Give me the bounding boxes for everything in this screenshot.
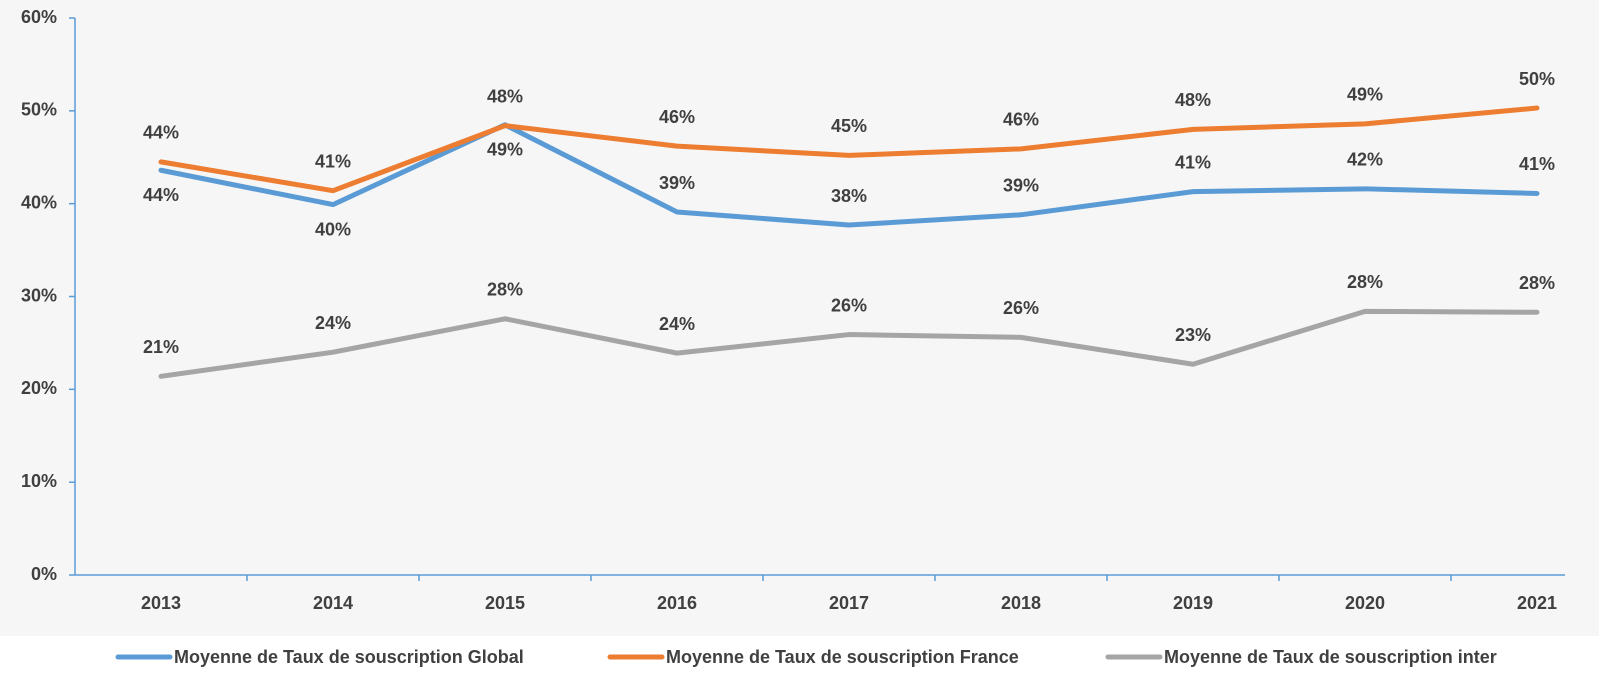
- data-label: 48%: [1175, 90, 1211, 110]
- legend-label: Moyenne de Taux de souscription Global: [174, 647, 524, 667]
- data-label: 26%: [1003, 298, 1039, 318]
- y-tick-label: 60%: [21, 7, 57, 27]
- data-label: 28%: [1347, 272, 1383, 292]
- series-line: [158, 105, 1540, 194]
- y-tick-label: 30%: [21, 285, 57, 305]
- data-label: 49%: [487, 140, 523, 160]
- data-label: 28%: [1519, 273, 1555, 293]
- data-label: 41%: [315, 151, 351, 171]
- y-tick-label: 10%: [21, 471, 57, 491]
- x-tick-label: 2013: [141, 593, 181, 613]
- data-label: 44%: [143, 123, 179, 143]
- data-label: 39%: [659, 173, 695, 193]
- data-label: 42%: [1347, 150, 1383, 170]
- data-label: 40%: [315, 219, 351, 239]
- data-label: 50%: [1519, 69, 1555, 89]
- x-tick-label: 2017: [829, 593, 869, 613]
- plot-background: [0, 0, 1599, 636]
- data-label: 41%: [1175, 152, 1211, 172]
- x-tick-label: 2021: [1517, 593, 1557, 613]
- legend-label: Moyenne de Taux de souscription inter: [1164, 647, 1497, 667]
- data-label: 41%: [1519, 154, 1555, 174]
- data-label: 21%: [143, 337, 179, 357]
- data-label: 45%: [831, 116, 867, 136]
- data-label: 26%: [831, 295, 867, 315]
- data-label: 23%: [1175, 325, 1211, 345]
- y-tick-label: 0%: [31, 564, 57, 584]
- series-line: [158, 308, 1540, 379]
- x-tick-label: 2016: [657, 593, 697, 613]
- y-tick-label: 20%: [21, 378, 57, 398]
- data-label: 39%: [1003, 176, 1039, 196]
- y-tick-label: 50%: [21, 100, 57, 120]
- x-tick-label: 2020: [1345, 593, 1385, 613]
- legend-label: Moyenne de Taux de souscription France: [666, 647, 1019, 667]
- x-tick-label: 2019: [1173, 593, 1213, 613]
- data-label: 38%: [831, 186, 867, 206]
- y-tick-label: 40%: [21, 192, 57, 212]
- data-label: 44%: [143, 185, 179, 205]
- x-tick-label: 2018: [1001, 593, 1041, 613]
- x-tick-label: 2014: [313, 593, 353, 613]
- data-label: 28%: [487, 280, 523, 300]
- data-label: 48%: [487, 86, 523, 106]
- data-label: 46%: [1003, 110, 1039, 130]
- data-label: 46%: [659, 107, 695, 127]
- x-tick-label: 2015: [485, 593, 525, 613]
- data-label: 49%: [1347, 85, 1383, 105]
- series-line: [158, 122, 1540, 228]
- data-label: 24%: [315, 313, 351, 333]
- data-label: 24%: [659, 314, 695, 334]
